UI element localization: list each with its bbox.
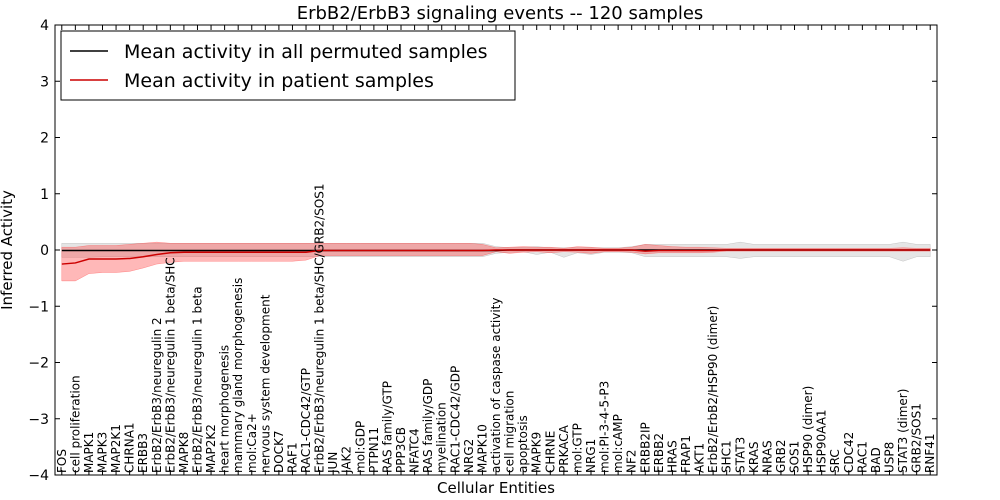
lines-layer xyxy=(61,249,931,265)
entity-label: cell proliferation xyxy=(68,375,82,473)
entity-label: FOS xyxy=(55,449,69,473)
entity-label: ErbB2/ErbB3/neuregulin 1 beta xyxy=(190,286,204,473)
legend-box xyxy=(60,30,516,101)
entity-label: RAC1 xyxy=(855,441,869,473)
entity-label: mammary gland morphogenesis xyxy=(231,278,245,473)
entity-label: PTPN11 xyxy=(367,427,381,473)
entity-label: RAF1 xyxy=(285,442,299,473)
entity-label: CDC42 xyxy=(842,432,856,473)
entity-label: MAP2K1 xyxy=(109,424,123,473)
entity-label: MAPK10 xyxy=(475,424,489,473)
y-tick-label: 2 xyxy=(40,131,49,147)
y-tick-label: 0 xyxy=(40,243,49,259)
y-tick-label: 4 xyxy=(40,18,49,34)
entity-label: NF2 xyxy=(625,449,639,473)
entity-label: MAPK8 xyxy=(177,432,191,473)
entity-label: AKT1 xyxy=(693,443,707,473)
entity-label: nervous system development xyxy=(258,294,272,473)
entity-label: SHC1 xyxy=(720,440,734,473)
entity-label: BAD xyxy=(869,447,883,473)
entity-label: cell migration xyxy=(503,391,517,473)
legend: Mean activity in all permuted samples Me… xyxy=(60,30,516,101)
legend-label-patient: Mean activity in patient samples xyxy=(124,70,434,92)
entity-label: GRB2/SOS1 xyxy=(910,403,924,473)
entity-label: RAS family/GDP xyxy=(421,379,435,473)
line-series-1 xyxy=(61,249,931,265)
entity-label: ErbB2/ErbB3/neuregulin 1 beta/SHC/GRB2/S… xyxy=(313,183,327,473)
entity-label: mol:GTP xyxy=(570,423,584,473)
bands-layer xyxy=(61,241,931,282)
entity-label: CHRNA1 xyxy=(123,422,137,473)
y-tick-label: 3 xyxy=(40,74,49,90)
entity-label: myelination xyxy=(435,402,449,473)
entity-label: MAP2K2 xyxy=(204,424,218,473)
y-tick-label: −3 xyxy=(28,412,49,428)
y-axis: −4 −3 −2 −1 0 1 2 3 4 xyxy=(28,18,937,484)
entity-label: FRAP1 xyxy=(679,435,693,473)
entity-label: CHRNE xyxy=(543,431,557,473)
y-axis-label: Inferred Activity xyxy=(0,190,16,310)
entity-label: RAC1-CDC42/GTP xyxy=(299,368,313,473)
entity-label: heart morphogenesis xyxy=(218,345,232,473)
entity-label: mol:GDP xyxy=(353,421,367,473)
chart-title: ErbB2/ErbB3 signaling events -- 120 samp… xyxy=(297,3,704,24)
entity-label: HSP90 (dimer) xyxy=(801,386,815,473)
entity-label: ERBB2 xyxy=(652,433,666,473)
entity-label: USP8 xyxy=(883,442,897,473)
entity-label: SOS1 xyxy=(788,441,802,473)
entity-label: ERBB3 xyxy=(136,433,150,473)
entity-label: apoptosis xyxy=(516,415,530,473)
entity-label: PPP3CB xyxy=(394,427,408,473)
entity-label: RNF41 xyxy=(923,434,937,474)
entity-label: ERBB2IP xyxy=(638,422,652,473)
entity-label: mol:Ca2+ xyxy=(245,413,259,473)
entity-label: JAK2 xyxy=(340,446,354,474)
entity-label: PRKACA xyxy=(557,424,571,473)
entity-label: DOCK7 xyxy=(272,430,286,473)
entity-label: RAC1-CDC42/GDP xyxy=(448,366,462,473)
entity-label: MAPK3 xyxy=(95,432,109,473)
entity-label: STAT3 xyxy=(733,437,747,473)
entity-label: ErbB2/ErbB3/neuregulin 2 xyxy=(150,317,164,473)
entity-label: MAPK1 xyxy=(82,432,96,473)
legend-label-permuted: Mean activity in all permuted samples xyxy=(124,41,487,63)
entity-label: activation of caspase activity xyxy=(489,298,503,473)
entity-label: HSP90AA1 xyxy=(815,409,829,473)
x-axis xyxy=(61,25,931,475)
x-axis-label: Cellular Entities xyxy=(437,479,555,497)
entity-label: NRAS xyxy=(760,440,774,473)
y-tick-label: 1 xyxy=(40,187,49,203)
entity-label: NRG2 xyxy=(462,439,476,473)
entity-label: ErbB2/ErbB2/HSP90 (dimer) xyxy=(706,306,720,473)
y-tick-label: −4 xyxy=(28,468,49,484)
entity-label: MAPK9 xyxy=(530,432,544,473)
entity-label: JUN xyxy=(326,452,340,474)
entity-label: ErbB2/ErbB3/neuregulin 1 beta/SHC xyxy=(163,257,177,473)
entity-labels: FOS cell proliferation MAPK1 MAPK3 MAP2K1 CHR… xyxy=(55,183,937,474)
y-tick-label: −1 xyxy=(28,299,49,315)
entity-label: mol:cAMP xyxy=(611,414,625,473)
entity-label: GRB2 xyxy=(774,439,788,473)
entity-label: NRG1 xyxy=(584,439,598,473)
entity-label: SRC xyxy=(828,449,842,473)
entity-label: mol:PI-3-4-5-P3 xyxy=(598,381,612,473)
entity-label: HRAS xyxy=(665,440,679,473)
y-tick-label: −2 xyxy=(28,356,49,372)
entity-label: STAT3 (dimer) xyxy=(896,389,910,473)
entity-label: RAS family/GTP xyxy=(380,381,394,473)
entity-label: NFATC4 xyxy=(408,428,422,473)
entity-label: KRAS xyxy=(747,441,761,473)
